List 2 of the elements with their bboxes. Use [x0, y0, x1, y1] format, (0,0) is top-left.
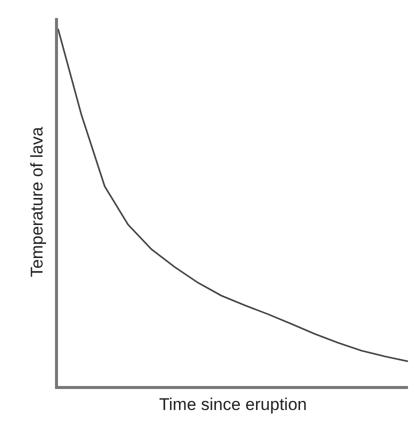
- x-axis-title: Time since eruption: [159, 394, 307, 414]
- y-axis-title: Temperature of lava: [28, 126, 47, 278]
